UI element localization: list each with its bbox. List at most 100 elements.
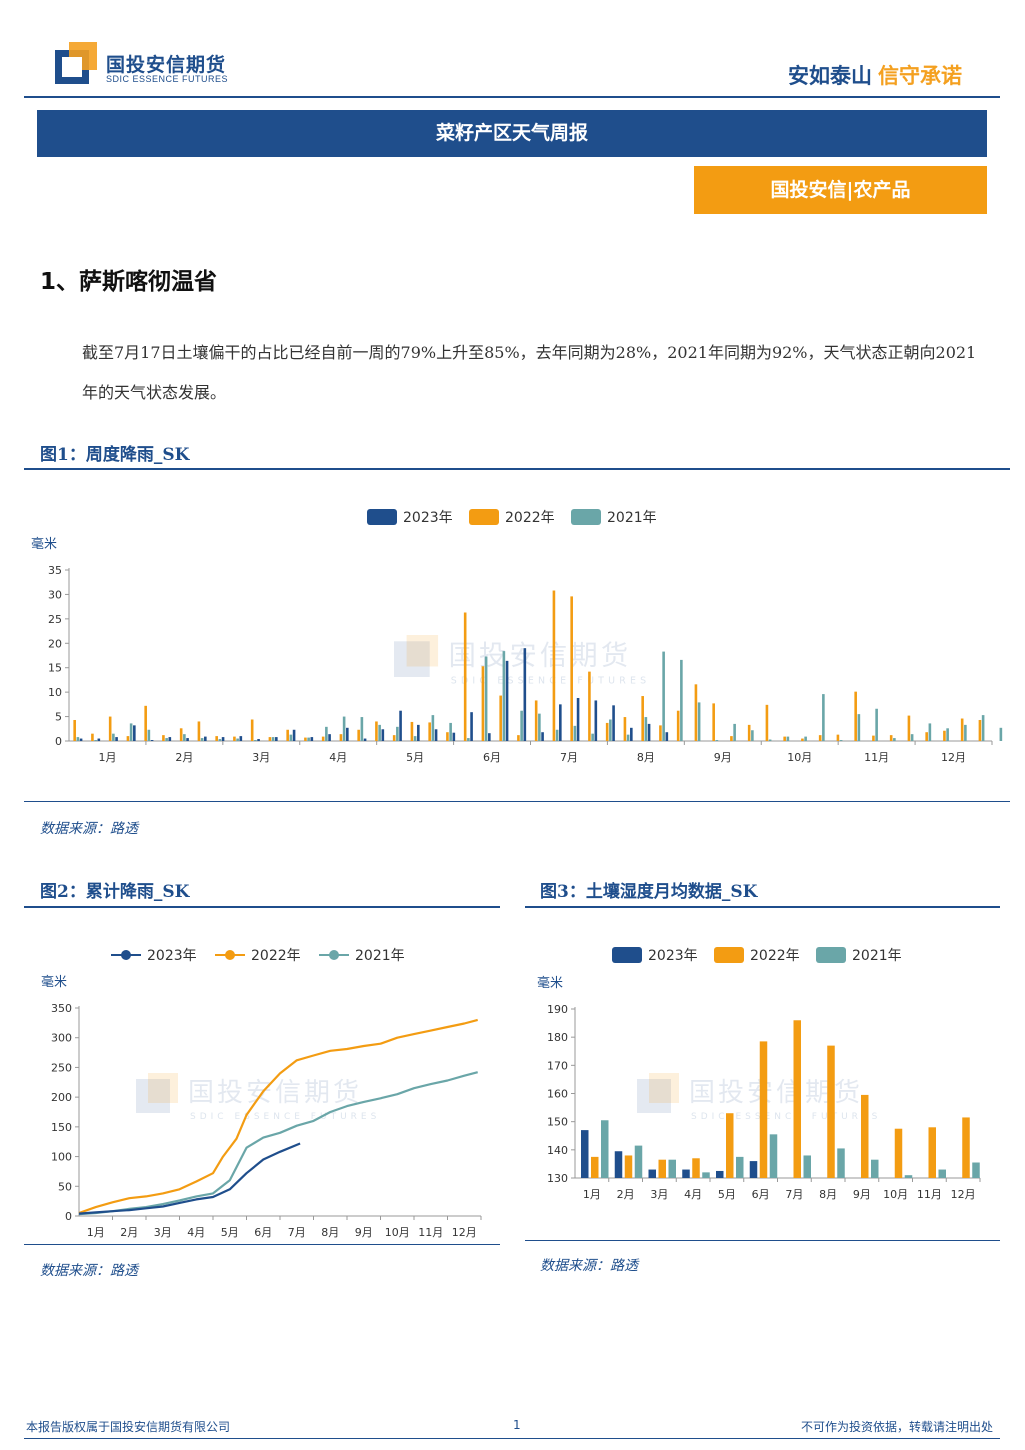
legend-label: 2022年 — [505, 510, 555, 526]
soil-bar-2022年 — [861, 1094, 869, 1178]
legend-marker — [121, 950, 131, 960]
weekly-bar-2022年 — [144, 705, 147, 741]
weekly-bar-2022年 — [623, 717, 627, 741]
weekly-bar-2022年 — [641, 696, 644, 741]
weekly-bar-2022年 — [339, 734, 343, 741]
x-tick-label: 4月 — [329, 751, 347, 764]
footer-copyright: 本报告版权属于国投安信期货有限公司 — [26, 1420, 231, 1434]
soil-bar-2022年 — [928, 1127, 936, 1178]
legend-swatch — [714, 947, 744, 963]
cumulative-line-2023年 — [78, 1142, 301, 1215]
weekly-bar-2021年 — [236, 738, 239, 741]
weekly-bar-2022年 — [268, 737, 272, 741]
legend-swatch — [816, 947, 846, 963]
weekly-bar-2023年 — [239, 736, 243, 741]
weekly-bar-2021年 — [733, 723, 736, 741]
weekly-bar-2021年 — [94, 740, 97, 741]
weekly-bar-2022年 — [428, 722, 431, 741]
weekly-bar-2023年 — [292, 729, 296, 741]
figure3-source: 数据来源：路透 — [540, 1258, 638, 1274]
y-tick-label: 50 — [58, 1180, 72, 1193]
watermark-text-en: SDIC ESSENCE FUTURES — [691, 1112, 881, 1122]
weekly-bar-2021年 — [822, 694, 825, 741]
legend-label: 2021年 — [607, 510, 657, 526]
weekly-bar-2023年 — [204, 736, 207, 741]
weekly-bar-2023年 — [310, 737, 314, 741]
weekly-bar-2021年 — [183, 734, 186, 741]
legend-marker — [225, 950, 235, 960]
y-tick-label: 150 — [547, 1116, 568, 1129]
weekly-bar-2021年 — [751, 730, 754, 741]
section-heading: 1、萨斯喀彻温省 — [40, 269, 218, 295]
weekly-bar-2021年 — [467, 738, 470, 741]
weekly-bar-2021年 — [804, 736, 807, 741]
soil-bar-2022年 — [962, 1117, 970, 1178]
soil-bar-2021年 — [601, 1120, 609, 1178]
y-tick-label: 5 — [55, 711, 62, 724]
weekly-bar-2023年 — [168, 737, 172, 741]
weekly-bar-2023年 — [221, 737, 225, 741]
x-tick-label: 3月 — [252, 751, 270, 764]
company-name-cn: 国投安信期货 — [106, 54, 227, 76]
weekly-bar-2022年 — [659, 725, 662, 741]
soil-bar-2023年 — [614, 1151, 623, 1178]
weekly-bar-2021年 — [875, 708, 878, 741]
weekly-bar-2023年 — [399, 710, 402, 741]
weekly-bar-2021年 — [981, 715, 985, 741]
weekly-bar-2021年 — [112, 733, 115, 741]
watermark-text: 国投安信期货 — [689, 1078, 863, 1108]
weekly-bar-2022年 — [872, 735, 875, 741]
x-tick-label: 12月 — [951, 1188, 976, 1201]
weekly-bar-2022年 — [783, 736, 786, 741]
x-tick-label: 6月 — [483, 751, 501, 764]
soil-bar-2022年 — [827, 1045, 835, 1178]
soil-bar-2021年 — [769, 1134, 778, 1178]
x-tick-label: 3月 — [650, 1188, 668, 1201]
weekly-bar-2021年 — [591, 733, 594, 741]
watermark-text: 国投安信期货 — [188, 1078, 362, 1108]
weekly-bar-2022年 — [907, 715, 911, 741]
weekly-bar-2022年 — [517, 735, 520, 741]
weekly-bar-2023年 — [328, 734, 331, 741]
weekly-bar-2021年 — [946, 728, 949, 741]
x-tick-label: 11月 — [917, 1188, 942, 1201]
weekly-bar-2022年 — [534, 700, 538, 741]
weekly-bar-2022年 — [570, 596, 573, 741]
x-tick-label: 5月 — [221, 1226, 239, 1239]
weekly-bar-2021年 — [839, 740, 843, 741]
weekly-bar-2023年 — [470, 712, 473, 741]
legend-swatch — [469, 509, 499, 525]
x-tick-label: 3月 — [154, 1226, 172, 1239]
y-tick-label: 170 — [547, 1059, 568, 1072]
weekly-bar-2021年 — [626, 734, 630, 741]
weekly-bar-2023年 — [559, 704, 562, 741]
cumulative-rainfall-chart: 国投安信期货 SDIC ESSENCE FUTURES 2023年 2022年 2021… — [41, 948, 482, 1239]
weekly-bar-2022年 — [960, 718, 964, 741]
soil-bar-2022年 — [726, 1113, 734, 1178]
watermark-text-en: SDIC ESSENCE FUTURES — [190, 1112, 380, 1122]
soil-bar-2022年 — [624, 1155, 633, 1178]
weekly-bar-2023年 — [133, 725, 136, 741]
x-tick-label: 10月 — [385, 1226, 410, 1239]
figure2-source: 数据来源：路透 — [40, 1263, 138, 1279]
x-tick-label: 7月 — [288, 1226, 306, 1239]
slogan: 安如泰山 信守承诺 — [788, 60, 962, 90]
soil-bar-2021年 — [634, 1145, 643, 1178]
weekly-bar-2022年 — [694, 684, 698, 741]
weekly-bar-2022年 — [925, 732, 928, 741]
weekly-bar-2021年 — [76, 737, 80, 741]
weekly-bar-2021年 — [165, 738, 168, 741]
weekly-bar-2022年 — [943, 730, 946, 741]
weekly-bar-2022年 — [818, 735, 822, 741]
weekly-bar-2021年 — [964, 724, 967, 741]
figure2-title: 图2：累计降雨_SK — [40, 882, 190, 902]
weekly-bar-2023年 — [488, 733, 491, 741]
weekly-bar-2022年 — [286, 729, 289, 741]
y-axis-unit: 毫米 — [41, 974, 67, 990]
watermark-logo-icon — [406, 635, 439, 667]
x-tick-label: 2月 — [120, 1226, 138, 1239]
x-tick-label: 8月 — [321, 1226, 339, 1239]
weekly-bar-2023年 — [576, 698, 580, 741]
weekly-bar-2021年 — [271, 737, 275, 741]
weekly-bar-2021年 — [520, 710, 523, 741]
